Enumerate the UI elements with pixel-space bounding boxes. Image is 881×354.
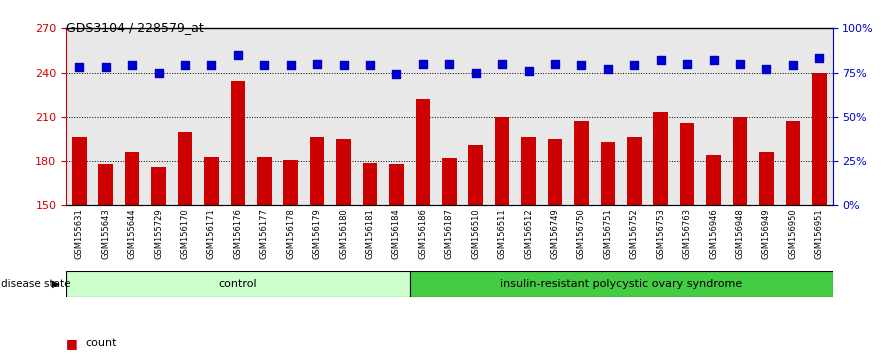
Bar	[416, 99, 430, 205]
Text: GSM156751: GSM156751	[603, 209, 612, 259]
Point	[389, 72, 403, 77]
Bar	[601, 142, 615, 205]
Point	[601, 66, 615, 72]
Bar	[389, 164, 403, 205]
Point	[680, 61, 694, 67]
Bar	[680, 123, 694, 205]
Bar	[522, 137, 536, 205]
Text: GSM156950: GSM156950	[788, 209, 797, 259]
Text: GSM156186: GSM156186	[418, 209, 427, 259]
Text: GSM156187: GSM156187	[445, 209, 454, 259]
Text: GSM156510: GSM156510	[471, 209, 480, 259]
Bar	[284, 160, 298, 205]
Text: insulin-resistant polycystic ovary syndrome: insulin-resistant polycystic ovary syndr…	[500, 279, 742, 289]
Text: GSM156179: GSM156179	[313, 209, 322, 259]
Text: GSM156951: GSM156951	[815, 209, 824, 259]
Text: GSM156753: GSM156753	[656, 209, 665, 259]
Bar	[410, 271, 833, 297]
Point	[72, 64, 86, 70]
Point	[363, 63, 377, 68]
Point	[416, 61, 430, 67]
Point	[310, 61, 324, 67]
Bar	[548, 139, 562, 205]
Point	[337, 63, 351, 68]
Text: GSM156949: GSM156949	[762, 209, 771, 259]
Bar	[178, 132, 192, 205]
Text: GSM156512: GSM156512	[524, 209, 533, 259]
Point	[733, 61, 747, 67]
Point	[654, 57, 668, 63]
Bar	[469, 145, 483, 205]
Bar	[759, 152, 774, 205]
Text: control: control	[218, 279, 257, 289]
Text: GSM156181: GSM156181	[366, 209, 374, 259]
Text: GSM155644: GSM155644	[128, 209, 137, 259]
Point	[495, 61, 509, 67]
Point	[152, 70, 166, 75]
Point	[231, 52, 245, 58]
Bar	[574, 121, 589, 205]
Text: GSM156946: GSM156946	[709, 209, 718, 259]
Point	[627, 63, 641, 68]
Text: GSM156177: GSM156177	[260, 209, 269, 259]
Text: GSM156511: GSM156511	[498, 209, 507, 259]
Point	[786, 63, 800, 68]
Text: GSM156750: GSM156750	[577, 209, 586, 259]
Bar	[152, 167, 166, 205]
Bar	[733, 117, 747, 205]
Text: GSM156763: GSM156763	[683, 209, 692, 259]
Text: GDS3104 / 228579_at: GDS3104 / 228579_at	[66, 21, 204, 34]
Point	[99, 64, 113, 70]
Point	[469, 70, 483, 75]
Point	[574, 63, 589, 68]
Bar	[627, 137, 641, 205]
Text: count: count	[85, 338, 117, 348]
Point	[257, 63, 271, 68]
Bar	[66, 271, 410, 297]
Bar	[125, 152, 139, 205]
Bar	[812, 73, 826, 205]
Point	[204, 63, 218, 68]
Point	[812, 56, 826, 61]
Text: GSM156170: GSM156170	[181, 209, 189, 259]
Text: GSM156171: GSM156171	[207, 209, 216, 259]
Point	[759, 66, 774, 72]
Bar	[363, 162, 377, 205]
Point	[178, 63, 192, 68]
Bar	[204, 157, 218, 205]
Bar	[654, 113, 668, 205]
Bar	[257, 157, 271, 205]
Text: ■: ■	[66, 337, 78, 350]
Text: GSM156178: GSM156178	[286, 209, 295, 259]
Bar	[786, 121, 800, 205]
Point	[548, 61, 562, 67]
Bar	[231, 81, 245, 205]
Bar	[707, 155, 721, 205]
Text: disease state: disease state	[1, 279, 70, 289]
Text: GSM155643: GSM155643	[101, 209, 110, 259]
Text: GSM156752: GSM156752	[630, 209, 639, 259]
Bar	[442, 158, 456, 205]
Bar	[337, 139, 351, 205]
Text: GSM156180: GSM156180	[339, 209, 348, 259]
Bar	[99, 164, 113, 205]
Text: GSM155729: GSM155729	[154, 209, 163, 259]
Text: GSM156749: GSM156749	[551, 209, 559, 259]
Bar	[495, 117, 509, 205]
Text: ▶: ▶	[52, 279, 60, 289]
Text: GSM156176: GSM156176	[233, 209, 242, 259]
Text: GSM155631: GSM155631	[75, 209, 84, 259]
Text: GSM156948: GSM156948	[736, 209, 744, 259]
Point	[522, 68, 536, 74]
Point	[442, 61, 456, 67]
Bar	[72, 137, 86, 205]
Point	[707, 57, 721, 63]
Point	[284, 63, 298, 68]
Text: GSM156184: GSM156184	[392, 209, 401, 259]
Point	[125, 63, 139, 68]
Bar	[310, 137, 324, 205]
